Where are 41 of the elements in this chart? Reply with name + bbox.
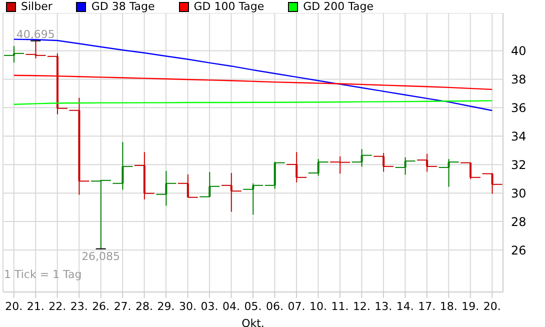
x-tick-label: 03. bbox=[200, 300, 218, 313]
y-tick-label: 38 bbox=[511, 72, 526, 86]
annotation: 40,695 bbox=[16, 28, 55, 41]
x-tick-label: 29. bbox=[157, 300, 175, 313]
x-tick-label: 21. bbox=[26, 300, 44, 313]
line-series bbox=[13, 38, 493, 112]
annotation: 26,085 bbox=[82, 250, 120, 263]
line-series bbox=[13, 74, 493, 90]
x-tick-label: 18. bbox=[440, 300, 458, 313]
x-tick-label: 17. bbox=[418, 300, 436, 313]
x-tick-label: 23. bbox=[70, 300, 88, 313]
x-tick-label: 30. bbox=[179, 300, 197, 313]
x-tick-label: 13. bbox=[374, 300, 392, 313]
y-tick-label: 36 bbox=[511, 100, 526, 115]
x-tick-label: 11. bbox=[331, 300, 349, 313]
legend-label: GD 100 Tage bbox=[194, 0, 264, 13]
x-tick-label: 12. bbox=[352, 300, 370, 313]
x-tick-label: 28. bbox=[136, 300, 154, 313]
x-tick-label: 05. bbox=[244, 300, 262, 313]
y-tick-label: 26 bbox=[511, 243, 526, 258]
legend-label: GD 200 Tage bbox=[303, 0, 374, 13]
x-tick-label: 14. bbox=[396, 300, 414, 313]
legend-label: GD 38 Tage bbox=[91, 0, 155, 13]
x-tick-label: 06. bbox=[266, 300, 284, 313]
y-tick-label: 28 bbox=[511, 214, 526, 229]
x-tick-label: 22. bbox=[48, 300, 66, 313]
x-tick-label: 20. bbox=[483, 300, 501, 313]
x-tick-label: 26. bbox=[92, 300, 110, 313]
y-tick-label: 30 bbox=[511, 186, 526, 200]
x-tick-label: 19. bbox=[462, 300, 480, 313]
y-tick-label: 34 bbox=[511, 129, 526, 144]
legend-label: Silber bbox=[21, 0, 52, 13]
y-tick-label: 40 bbox=[511, 44, 526, 58]
annotation: 1 Tick = 1 Tag bbox=[4, 268, 82, 281]
x-tick-label: 07. bbox=[288, 300, 306, 313]
x-tick-label: 27. bbox=[114, 300, 132, 313]
x-tick-label: 04. bbox=[222, 300, 240, 313]
x-axis-title: Okt. bbox=[242, 317, 264, 327]
x-tick-label: 20. bbox=[5, 300, 23, 313]
y-tick-label: 32 bbox=[511, 158, 526, 172]
x-tick-label: 10. bbox=[309, 300, 327, 313]
